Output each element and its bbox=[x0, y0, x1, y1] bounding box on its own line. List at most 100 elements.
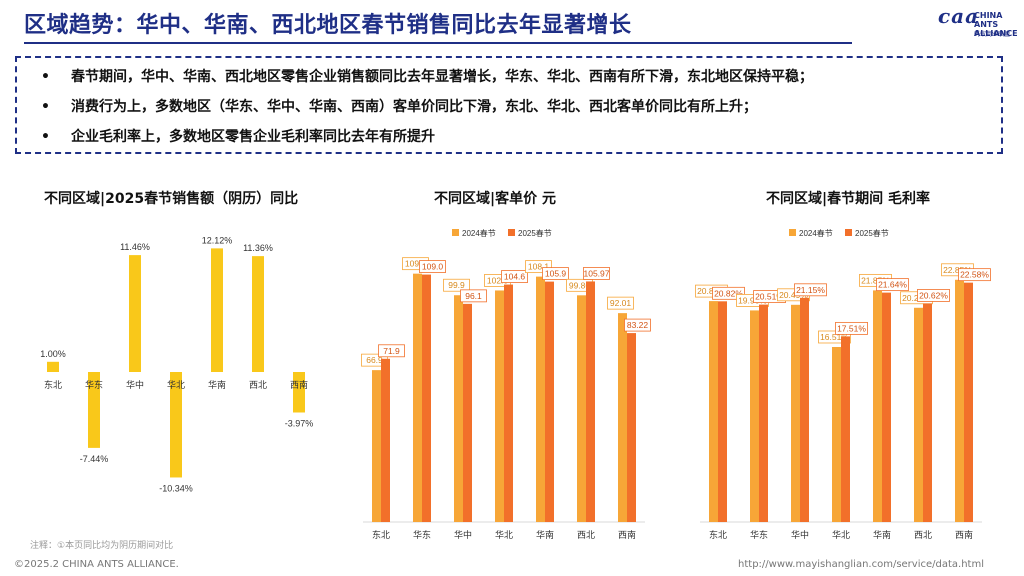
bar-2025 bbox=[759, 304, 768, 522]
legend-swatch bbox=[452, 229, 459, 236]
value-label-2025: 21.64% bbox=[878, 280, 907, 290]
footnote: 注释：①本页同比均为阴历期间对比 bbox=[30, 541, 174, 551]
legend-swatch bbox=[789, 229, 796, 236]
sales-value-label: -7.44% bbox=[80, 454, 109, 464]
value-label-box bbox=[501, 270, 528, 283]
value-label-box bbox=[460, 289, 487, 303]
legend-label: 2025春节 bbox=[518, 228, 552, 238]
title-underline bbox=[24, 42, 852, 44]
sales-category-label: 东北 bbox=[44, 379, 62, 390]
logo-mark: caa bbox=[938, 4, 980, 28]
bar-2025 bbox=[627, 333, 636, 522]
bar-2024 bbox=[413, 273, 422, 522]
value-label-box bbox=[835, 321, 868, 335]
value-label-box bbox=[443, 278, 470, 292]
value-label-2025: 20.51% bbox=[755, 292, 784, 302]
value-label-2024: 21.85% bbox=[861, 275, 890, 285]
category-label: 华东 bbox=[413, 529, 431, 540]
value-label-2025: 105.97 bbox=[584, 268, 610, 278]
sales-value-label: 1.00% bbox=[40, 349, 66, 359]
value-label-2025: 105.9 bbox=[545, 269, 567, 279]
summary-text: 企业毛利率上，多数地区零售企业毛利率同比去年有所提升 bbox=[71, 129, 435, 145]
logo-text-en: CHINA ANTS ALLIANCE bbox=[974, 11, 1018, 38]
bar-2025 bbox=[841, 336, 850, 522]
sales-bar bbox=[252, 256, 264, 372]
sales-category-label: 华北 bbox=[167, 379, 185, 390]
bar-2024 bbox=[709, 301, 718, 522]
bar-2024 bbox=[618, 313, 627, 522]
summary-bullet: • 消费行为上，多数地区（华东、华中、华南、西南）客单价同比下滑，东北、华北、西北… bbox=[41, 92, 1001, 122]
value-label-2025: 109.0 bbox=[422, 262, 444, 272]
bar-2025 bbox=[964, 282, 973, 522]
sales-bar bbox=[293, 372, 305, 413]
bar-2024 bbox=[914, 307, 923, 522]
company-logo: caa CHINA ANTS ALLIANCE 蚂蚁商业联盟 bbox=[932, 4, 1018, 48]
summary-text: 春节期间，华中、华南、西北地区零售企业销售额同比去年显著增长，华东、华北、西南有… bbox=[71, 69, 813, 85]
value-label-2024: 99.9 bbox=[448, 280, 465, 290]
value-label-2025: 17.51% bbox=[837, 323, 866, 333]
value-label-2024: 99.86 bbox=[569, 280, 591, 290]
value-label-box bbox=[583, 267, 610, 280]
value-label-2024: 102.0 bbox=[487, 275, 509, 285]
bar-2025 bbox=[800, 297, 809, 522]
category-label: 华中 bbox=[791, 529, 809, 540]
value-label-2024: 16.51% bbox=[820, 332, 849, 342]
category-label: 东北 bbox=[372, 529, 390, 540]
summary-bullet: • 企业毛利率上，多数地区零售企业毛利率同比去年有所提升 bbox=[41, 122, 1001, 152]
summary-bullet: • 春节期间，华中、华南、西北地区零售企业销售额同比去年显著增长，华东、华北、西南… bbox=[41, 62, 1001, 92]
value-label-2024: 19.96% bbox=[738, 295, 767, 305]
sales-category-label: 华东 bbox=[85, 379, 103, 390]
value-label-2024: 108.1 bbox=[528, 262, 550, 272]
value-label-2025: 96.1 bbox=[465, 291, 482, 301]
value-label-2025: 20.82% bbox=[714, 288, 743, 298]
value-label-box bbox=[419, 260, 446, 273]
copyright: ©2025.2 CHINA ANTS ALLIANCE. bbox=[14, 559, 179, 570]
value-label-box bbox=[794, 283, 827, 297]
sales-category-label: 华南 bbox=[208, 379, 226, 390]
bar-2024 bbox=[536, 276, 545, 522]
summary-text: 消费行为上，多数地区（华东、华中、华南、西南）客单价同比下滑，东北、华北、西北客… bbox=[71, 99, 757, 115]
sales-bar bbox=[170, 372, 182, 478]
category-label: 华南 bbox=[536, 529, 554, 540]
value-label-2025: 22.58% bbox=[960, 270, 989, 280]
bar-2024 bbox=[873, 290, 882, 522]
bar-2024 bbox=[577, 295, 586, 522]
value-label-2025: 71.9 bbox=[383, 346, 400, 356]
bar-2025 bbox=[463, 303, 472, 522]
sales-category-label: 西北 bbox=[249, 380, 267, 390]
ticket-chart-title: 不同区域|客单价 元 bbox=[434, 191, 556, 207]
bar-2025 bbox=[923, 303, 932, 522]
source-url[interactable]: http://www.mayishanglian.com/service/dat… bbox=[738, 559, 984, 570]
legend-label: 2025春节 bbox=[855, 228, 889, 238]
bar-2025 bbox=[422, 274, 431, 522]
sales-category-label: 西南 bbox=[290, 379, 308, 390]
bar-2024 bbox=[955, 279, 964, 522]
summary-box: • 春节期间，华中、华南、西北地区零售企业销售额同比去年显著增长，华东、华北、西南… bbox=[15, 56, 1003, 154]
bar-2025 bbox=[718, 301, 727, 522]
sales-bar bbox=[88, 372, 100, 448]
value-label-2024: 109.4 bbox=[405, 259, 427, 269]
value-label-box bbox=[607, 296, 634, 310]
sales-value-label: 11.36% bbox=[243, 243, 273, 253]
value-label-2025: 104.6 bbox=[504, 272, 526, 282]
page-title: 区域趋势：华中、华南、西北地区春节销售同比去年显著增长 bbox=[24, 13, 632, 38]
legend-swatch bbox=[508, 229, 515, 236]
logo-text-cn: 蚂蚁商业联盟 bbox=[974, 31, 1011, 38]
bar-2025 bbox=[504, 284, 513, 522]
category-label: 华中 bbox=[454, 529, 472, 540]
sales-value-label: -10.34% bbox=[159, 483, 193, 493]
category-label: 华南 bbox=[873, 529, 891, 540]
sales-value-label: -3.97% bbox=[285, 418, 314, 428]
value-label-2024: 20.84% bbox=[697, 286, 726, 296]
sales-category-label: 华中 bbox=[126, 379, 144, 390]
bar-2024 bbox=[791, 304, 800, 522]
value-label-box bbox=[378, 344, 405, 358]
sales-chart-title: 不同区域|2025春节销售额（阴历）同比 bbox=[44, 191, 299, 207]
margin-chart-title: 不同区域|春节期间 毛利率 bbox=[766, 191, 930, 207]
bar-2025 bbox=[381, 358, 390, 522]
value-label-box bbox=[876, 278, 909, 292]
sales-bar bbox=[211, 248, 223, 372]
category-label: 东北 bbox=[709, 529, 727, 540]
category-label: 华东 bbox=[750, 529, 768, 540]
